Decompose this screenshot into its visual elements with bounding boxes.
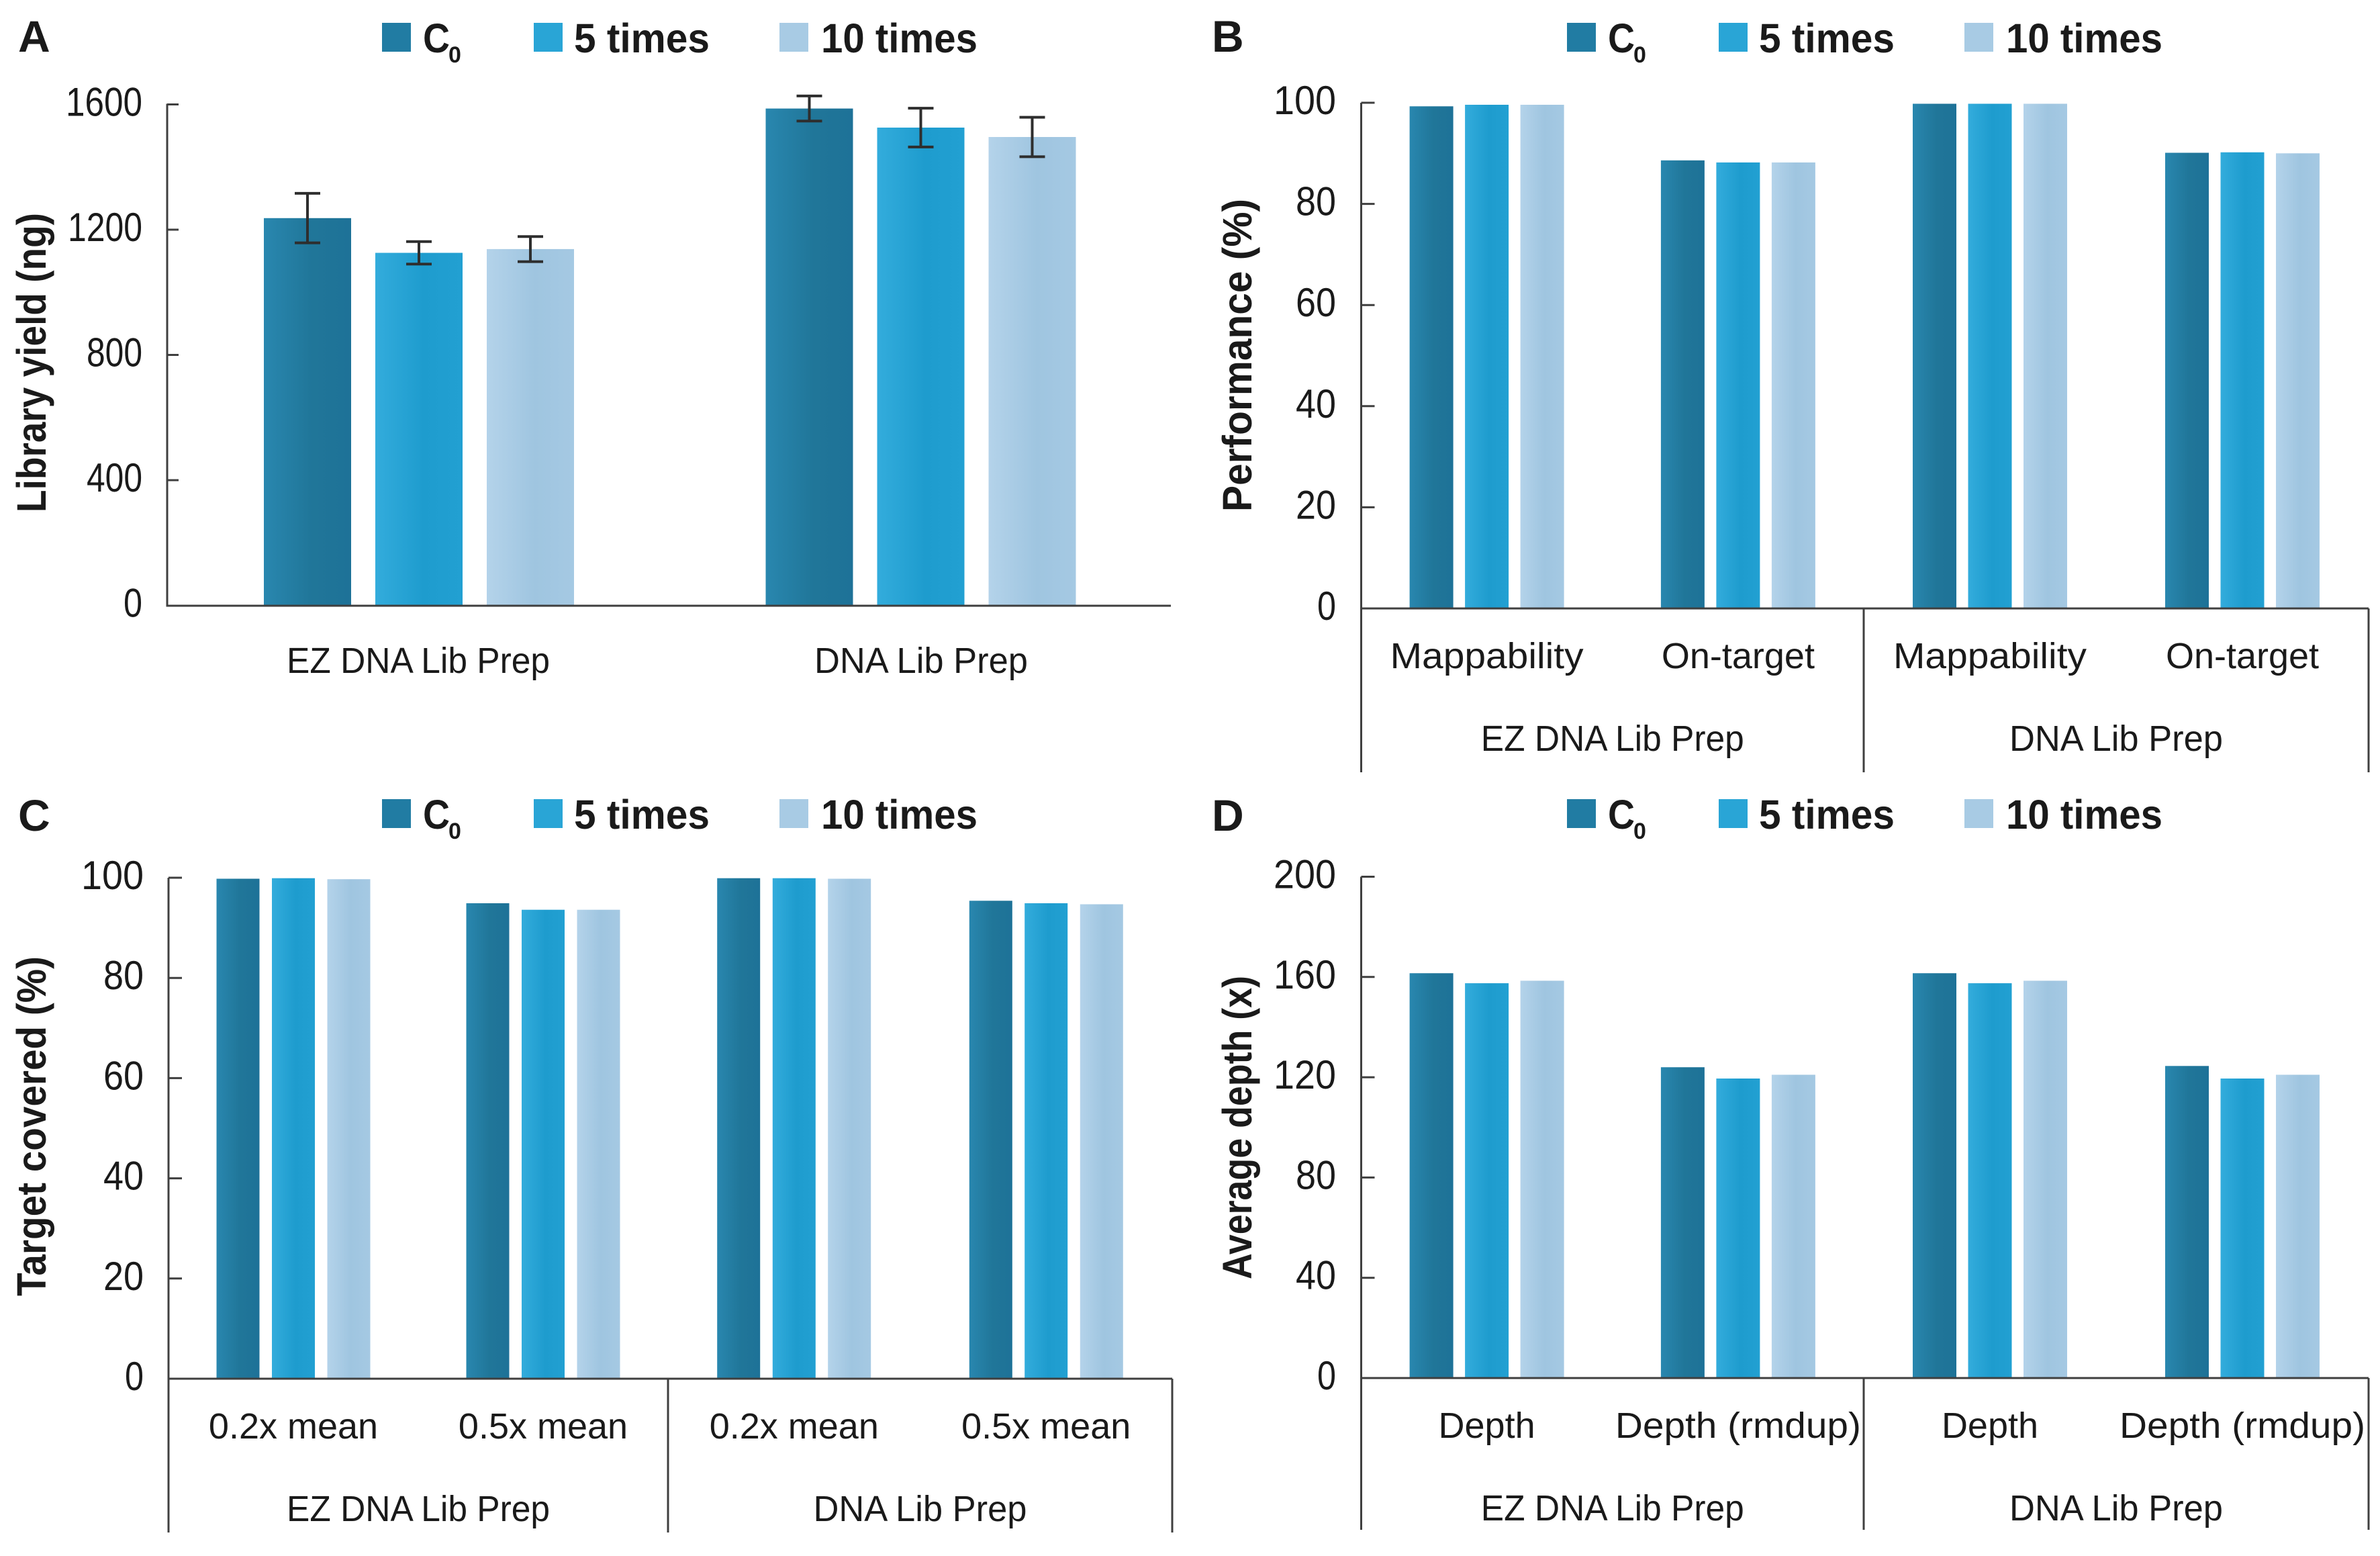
svg-text:DNA Lib Prep: DNA Lib Prep [2009, 1488, 2223, 1528]
svg-text:0: 0 [1633, 42, 1646, 68]
svg-text:1200: 1200 [68, 205, 142, 250]
svg-text:B: B [1212, 11, 1244, 61]
svg-text:20: 20 [1296, 482, 1336, 527]
svg-text:DNA Lib Prep: DNA Lib Prep [814, 641, 1028, 681]
svg-text:0: 0 [448, 819, 461, 844]
svg-text:10 times: 10 times [2006, 15, 2162, 61]
svg-text:5 times: 5 times [574, 792, 710, 837]
svg-text:0: 0 [1317, 584, 1336, 629]
svg-text:100: 100 [1274, 78, 1336, 123]
svg-text:0.5x mean: 0.5x mean [459, 1406, 628, 1447]
svg-text:0: 0 [124, 581, 142, 626]
svg-text:Depth (rmdup): Depth (rmdup) [1615, 1406, 1861, 1446]
svg-text:On-target: On-target [2166, 636, 2319, 676]
svg-text:60: 60 [103, 1053, 144, 1098]
svg-text:80: 80 [1296, 179, 1336, 224]
svg-text:Mappability: Mappability [1390, 636, 1584, 676]
svg-text:D: D [1212, 790, 1244, 840]
svg-text:Average depth (x): Average depth (x) [1215, 976, 1260, 1279]
svg-text:60: 60 [1296, 280, 1336, 325]
svg-text:120: 120 [1274, 1052, 1336, 1097]
svg-text:EZ DNA Lib Prep: EZ DNA Lib Prep [1481, 719, 1744, 759]
svg-text:EZ DNA Lib Prep: EZ DNA Lib Prep [1481, 1488, 1744, 1528]
svg-text:0: 0 [1317, 1353, 1336, 1398]
svg-text:10 times: 10 times [2006, 792, 2162, 837]
svg-text:1600: 1600 [66, 80, 142, 125]
svg-text:40: 40 [103, 1154, 144, 1199]
svg-text:Depth (rmdup): Depth (rmdup) [2120, 1406, 2365, 1446]
svg-text:0: 0 [125, 1354, 144, 1399]
svg-text:160: 160 [1274, 952, 1336, 997]
svg-text:5 times: 5 times [574, 15, 710, 61]
svg-text:40: 40 [1296, 1253, 1336, 1298]
svg-text:A: A [18, 11, 50, 61]
svg-text:80: 80 [1296, 1152, 1336, 1197]
svg-text:C: C [18, 790, 50, 840]
svg-text:10 times: 10 times [821, 15, 978, 61]
svg-text:Depth: Depth [1439, 1406, 1535, 1446]
svg-text:C: C [423, 792, 450, 837]
svg-text:DNA Lib Prep: DNA Lib Prep [814, 1489, 1027, 1529]
svg-text:Mappability: Mappability [1893, 636, 2087, 676]
svg-text:800: 800 [87, 330, 142, 375]
svg-text:5 times: 5 times [1759, 15, 1895, 61]
svg-text:C: C [423, 15, 450, 61]
svg-text:C: C [1608, 15, 1635, 61]
svg-text:0.2x mean: 0.2x mean [209, 1406, 378, 1447]
svg-text:40: 40 [1296, 381, 1336, 426]
svg-text:EZ DNA Lib Prep: EZ DNA Lib Prep [287, 1489, 550, 1529]
svg-text:Depth: Depth [1942, 1406, 2038, 1446]
svg-text:On-target: On-target [1662, 636, 1815, 676]
svg-text:5 times: 5 times [1759, 792, 1895, 837]
svg-text:0.5x mean: 0.5x mean [961, 1406, 1131, 1447]
svg-text:100: 100 [81, 853, 144, 898]
svg-text:DNA Lib Prep: DNA Lib Prep [2009, 719, 2223, 759]
svg-text:200: 200 [1274, 852, 1336, 897]
svg-text:20: 20 [103, 1254, 144, 1299]
svg-text:EZ DNA Lib Prep: EZ DNA Lib Prep [287, 641, 550, 681]
svg-text:Library yield (ng): Library yield (ng) [9, 213, 54, 512]
svg-text:Target covered (%): Target covered (%) [9, 956, 54, 1296]
svg-text:400: 400 [87, 455, 142, 500]
svg-text:80: 80 [103, 953, 144, 998]
svg-text:0.2x mean: 0.2x mean [710, 1406, 879, 1447]
svg-text:10 times: 10 times [821, 792, 978, 837]
svg-text:0: 0 [1633, 819, 1646, 844]
svg-text:0: 0 [448, 42, 461, 68]
svg-text:C: C [1608, 792, 1635, 837]
svg-text:Performance (%): Performance (%) [1215, 199, 1260, 512]
